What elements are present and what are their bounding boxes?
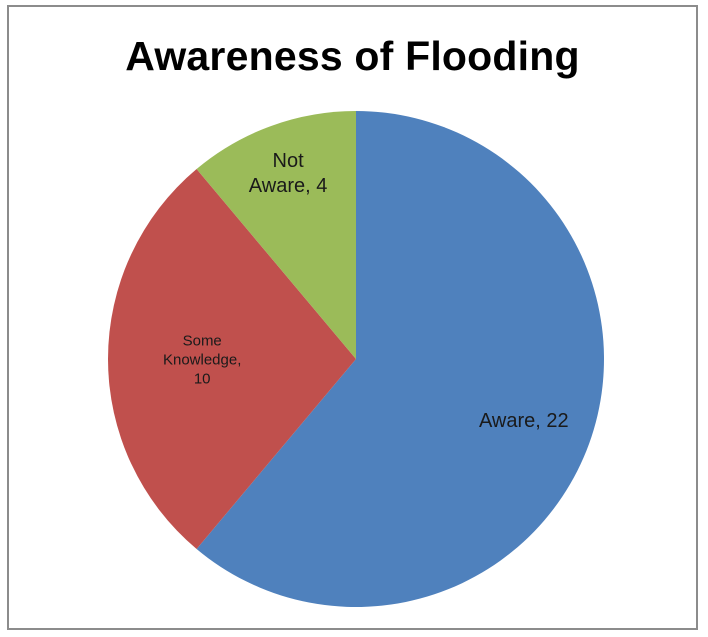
pie-slice-aware — [196, 111, 605, 607]
data-label-some-knowledge: Some Knowledge, 10 — [163, 332, 241, 387]
pie-slice-not-aware — [196, 111, 356, 359]
data-label-not-aware: Not Aware, 4 — [249, 150, 328, 197]
chart-title: Awareness of Flooding — [125, 33, 580, 79]
data-label-aware: Aware, 22 — [479, 410, 569, 432]
pie-slice-some-knowledge — [108, 169, 357, 549]
